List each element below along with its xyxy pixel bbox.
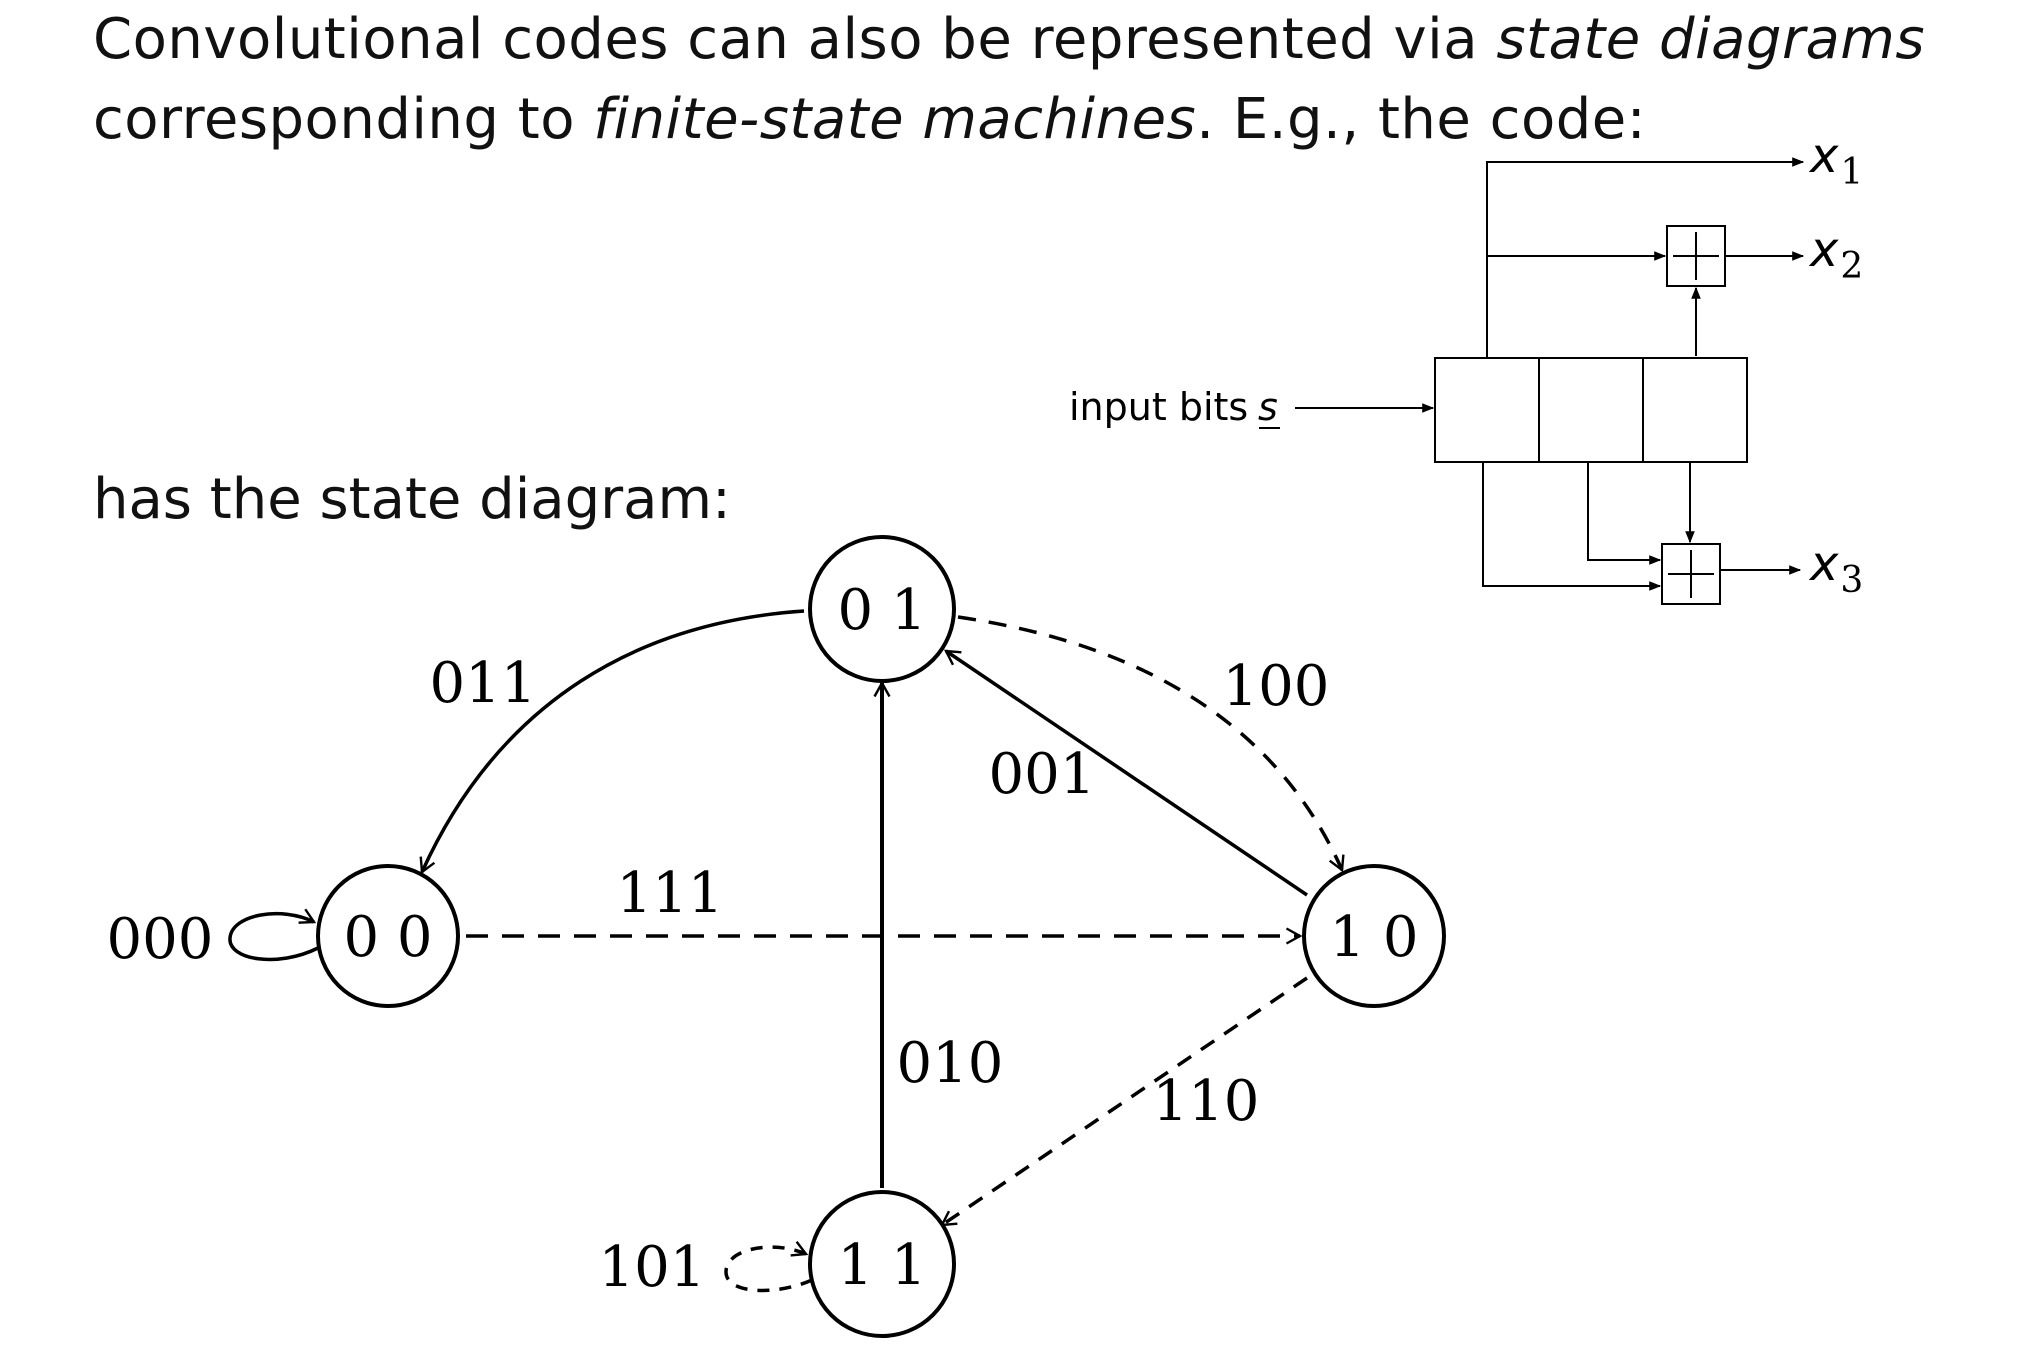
state-diagram: 0 0 0 1 1 0 1 1 011 100 001 111 000 010 … (107, 535, 1446, 1338)
label-011: 011 (430, 651, 537, 716)
input-bits-label: input bits (1069, 385, 1248, 429)
tap-line-cell1-to-adder3 (1482, 462, 1662, 591)
input-symbol: s (1258, 385, 1278, 429)
transition-11-self-loop (724, 1240, 813, 1293)
label-010: 010 (897, 1031, 1004, 1096)
intro-text: Convolutional codes can also be represen… (93, 0, 1925, 160)
adder-x2 (1666, 225, 1726, 287)
shift-register (1434, 357, 1748, 463)
label-110: 110 (1153, 1069, 1260, 1134)
label-111: 111 (617, 861, 724, 926)
has-state-diagram-text: has the state diagram: (93, 467, 731, 532)
output-x3-label: x3 (1808, 536, 1863, 601)
tap-line-cell2-to-adder3 (1587, 462, 1662, 565)
svg-text:1 1: 1 1 (837, 1233, 926, 1298)
label-001: 001 (989, 742, 1096, 807)
transition-10-to-11 (939, 976, 1308, 1227)
tap-line-x1 (1486, 157, 1805, 358)
transition-01-to-00 (419, 609, 805, 875)
state-node-01: 0 1 (808, 535, 956, 683)
label-100: 100 (1223, 654, 1330, 719)
intro-line1: Convolutional codes can also be represen… (93, 7, 1926, 72)
label-101: 101 (599, 1235, 706, 1300)
svg-text:0 1: 0 1 (837, 578, 926, 643)
intro-line2: corresponding to finite-state machines. … (93, 87, 1647, 152)
adder-x3 (1661, 543, 1721, 605)
state-node-00: 0 0 (316, 864, 460, 1008)
svg-text:0 0: 0 0 (343, 905, 432, 970)
state-node-10: 1 0 (1302, 864, 1446, 1008)
output-x1-label: x1 (1808, 128, 1863, 193)
label-000: 000 (107, 907, 214, 972)
state-node-11: 1 1 (808, 1190, 956, 1338)
transition-01-to-10 (957, 615, 1345, 873)
svg-text:1 0: 1 0 (1329, 905, 1418, 970)
transition-00-self-loop (228, 908, 319, 962)
output-x2-label: x2 (1808, 222, 1863, 287)
encoder-diagram: input bits s x1 x2 x3 (1069, 128, 1863, 605)
transition-10-to-01 (943, 649, 1308, 897)
